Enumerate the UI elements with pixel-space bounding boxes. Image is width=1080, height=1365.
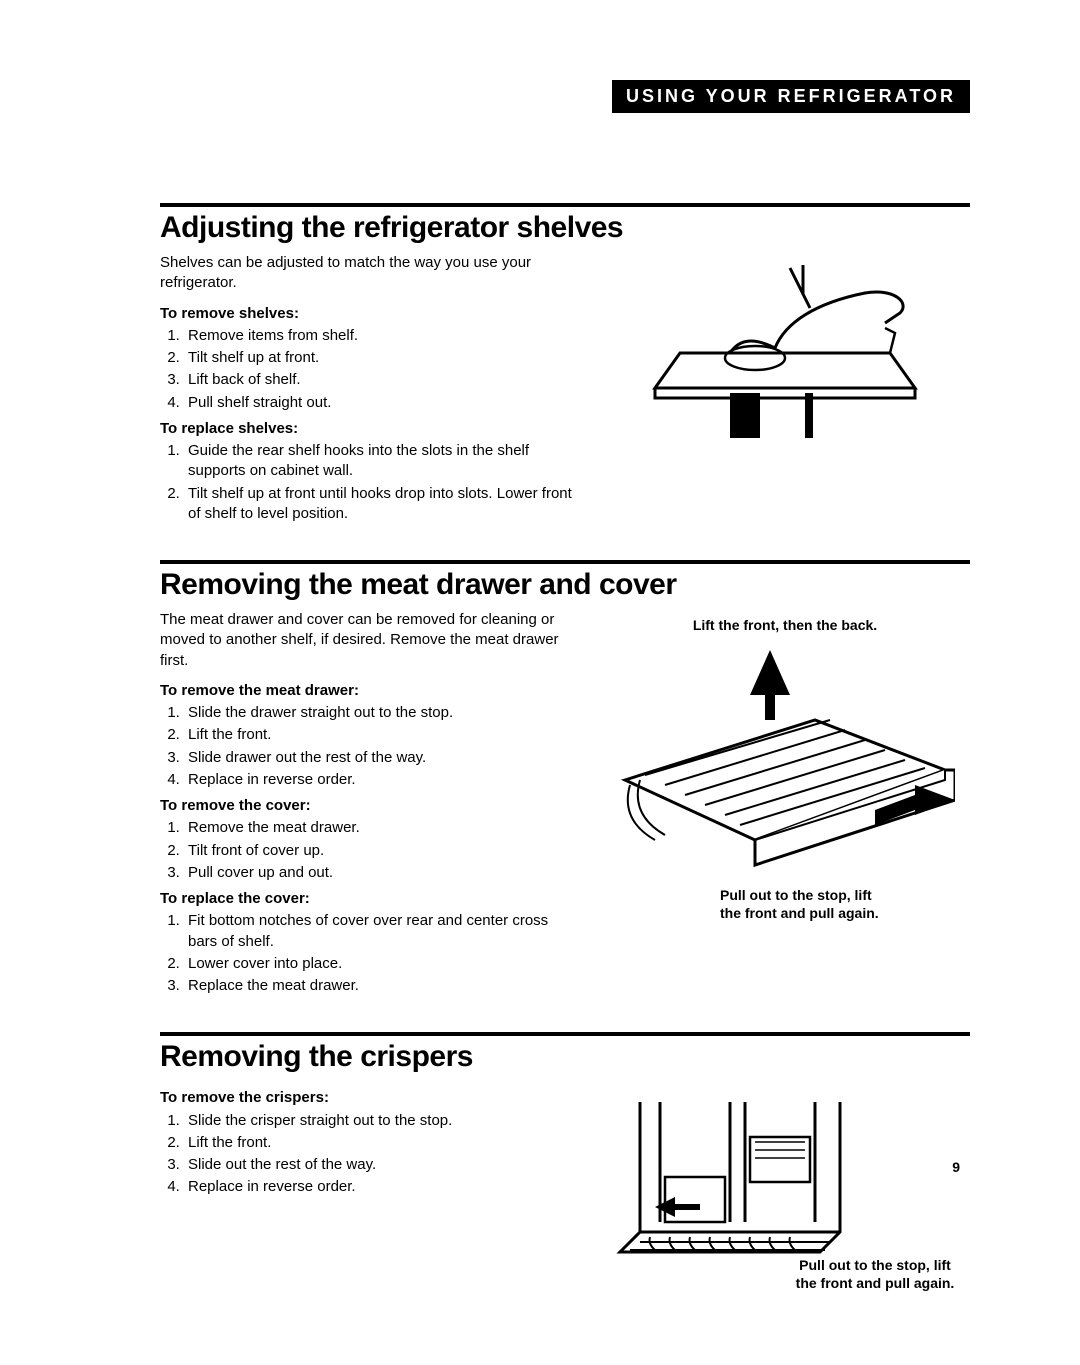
section-title: Removing the crispers bbox=[160, 1040, 970, 1074]
caption-top: Lift the front, then the back. bbox=[600, 616, 970, 634]
step: Lift back of shelf. bbox=[184, 370, 580, 390]
subhead-replace-shelves: To replace shelves: bbox=[160, 419, 580, 439]
list-remove-cover: Remove the meat drawer. Tilt front of co… bbox=[160, 818, 580, 883]
subhead-remove-drawer: To remove the meat drawer: bbox=[160, 681, 580, 701]
list-remove-drawer: Slide the drawer straight out to the sto… bbox=[160, 703, 580, 790]
step: Replace in reverse order. bbox=[184, 770, 580, 790]
subhead-remove-crispers: To remove the crispers: bbox=[160, 1088, 580, 1108]
subhead-remove-shelves: To remove shelves: bbox=[160, 304, 580, 324]
step: Slide out the rest of the way. bbox=[184, 1155, 580, 1175]
list-replace-cover: Fit bottom notches of cover over rear an… bbox=[160, 911, 580, 996]
list-remove-crispers: Slide the crisper straight out to the st… bbox=[160, 1111, 580, 1198]
illustration-meat-drawer-icon bbox=[615, 640, 955, 880]
step: Guide the rear shelf hooks into the slot… bbox=[184, 441, 580, 482]
subhead-replace-cover: To replace the cover: bbox=[160, 889, 580, 909]
illustration-shelf-icon bbox=[635, 253, 935, 443]
list-replace-shelves: Guide the rear shelf hooks into the slot… bbox=[160, 441, 580, 524]
caption-bottom: Pull out to the stop, lift the front and… bbox=[720, 886, 890, 922]
section-title: Removing the meat drawer and cover bbox=[160, 568, 970, 602]
step: Lift the front. bbox=[184, 1133, 580, 1153]
intro-text: Shelves can be adjusted to match the way… bbox=[160, 253, 580, 294]
step: Tilt front of cover up. bbox=[184, 841, 580, 861]
step: Lower cover into place. bbox=[184, 954, 580, 974]
subhead-remove-cover: To remove the cover: bbox=[160, 796, 580, 816]
step: Tilt shelf up at front until hooks drop … bbox=[184, 484, 580, 525]
list-remove-shelves: Remove items from shelf. Tilt shelf up a… bbox=[160, 326, 580, 413]
page-container: USING YOUR REFRIGERATOR Adjusting the re… bbox=[0, 0, 1080, 1352]
step: Lift the front. bbox=[184, 725, 580, 745]
step: Fit bottom notches of cover over rear an… bbox=[184, 911, 580, 952]
illustration-crisper-icon bbox=[600, 1082, 860, 1272]
step: Replace in reverse order. bbox=[184, 1177, 580, 1197]
step: Pull shelf straight out. bbox=[184, 393, 580, 413]
caption-crisper: Pull out to the stop, lift the front and… bbox=[790, 1256, 960, 1292]
section-crispers: Removing the crispers To remove the cris… bbox=[160, 1032, 970, 1282]
section-shelves: Adjusting the refrigerator shelves Shelv… bbox=[160, 203, 970, 530]
step: Pull cover up and out. bbox=[184, 863, 580, 883]
page-number: 9 bbox=[952, 1159, 960, 1175]
section-meat-drawer: Removing the meat drawer and cover The m… bbox=[160, 560, 970, 1002]
step: Remove the meat drawer. bbox=[184, 818, 580, 838]
intro-text: The meat drawer and cover can be removed… bbox=[160, 610, 580, 671]
section-title: Adjusting the refrigerator shelves bbox=[160, 211, 970, 245]
step: Replace the meat drawer. bbox=[184, 976, 580, 996]
step: Slide the crisper straight out to the st… bbox=[184, 1111, 580, 1131]
step: Remove items from shelf. bbox=[184, 326, 580, 346]
step: Tilt shelf up at front. bbox=[184, 348, 580, 368]
step: Slide the drawer straight out to the sto… bbox=[184, 703, 580, 723]
step: Slide drawer out the rest of the way. bbox=[184, 748, 580, 768]
header-bar: USING YOUR REFRIGERATOR bbox=[612, 80, 970, 113]
